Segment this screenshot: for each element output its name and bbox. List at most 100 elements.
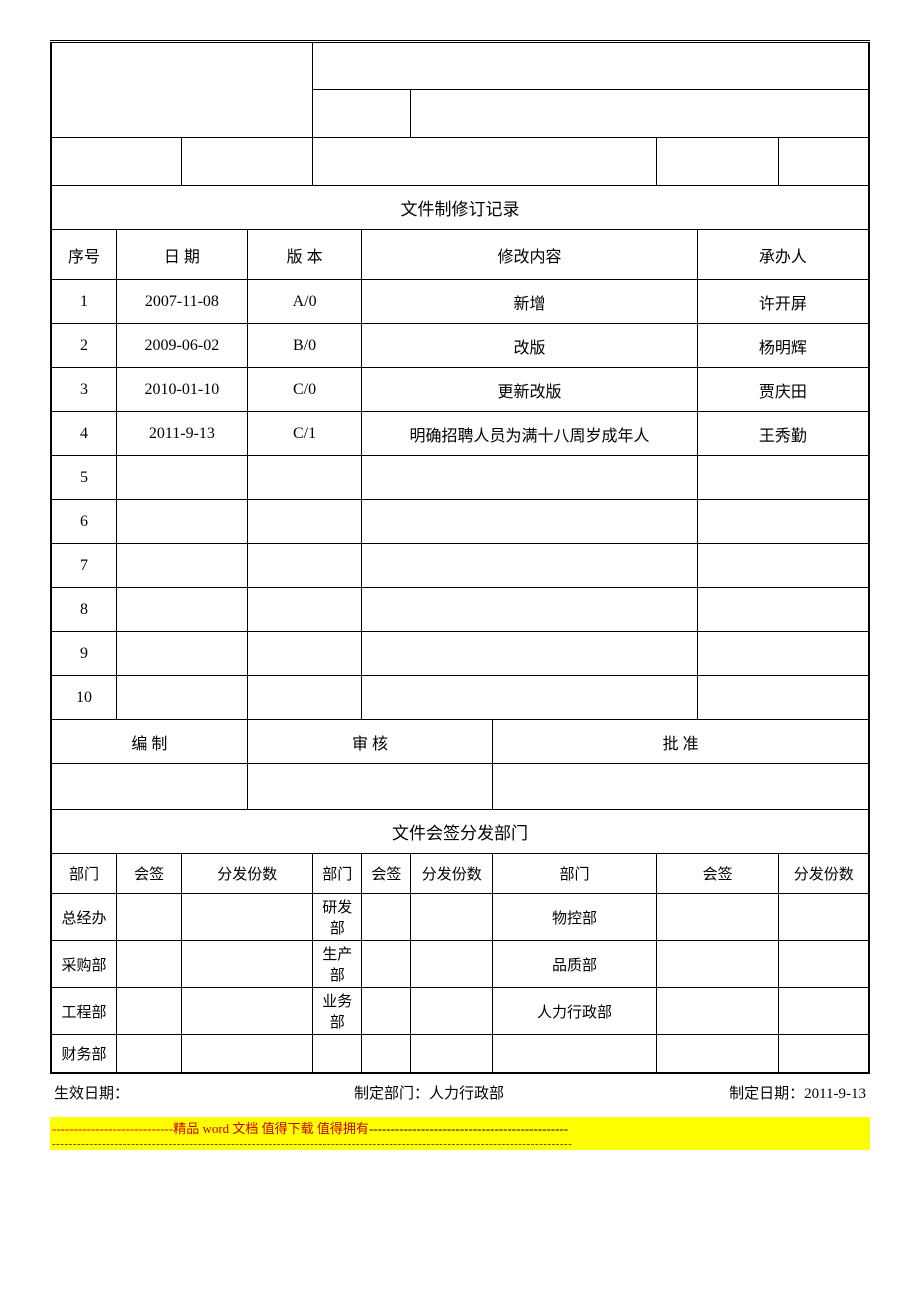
rev-date — [116, 544, 247, 588]
rev-date — [116, 588, 247, 632]
header-cell-b3 — [313, 138, 657, 186]
rev-handler: 王秀勤 — [697, 412, 869, 456]
revision-row: 10 — [51, 676, 869, 720]
rev-handler: 许开屏 — [697, 280, 869, 324]
rev-handler — [697, 544, 869, 588]
dist-dept: 总经办 — [51, 894, 116, 941]
rev-version — [247, 544, 362, 588]
rev-content — [362, 676, 697, 720]
revision-row: 7 — [51, 544, 869, 588]
header-cell-top — [313, 42, 869, 90]
distribution-row: 总经办 研发部 物控部 — [51, 894, 869, 941]
dist-h-sign1: 会签 — [116, 854, 181, 894]
distribution-row: 财务部 — [51, 1035, 869, 1073]
rev-date — [116, 456, 247, 500]
rev-content: 更新改版 — [362, 368, 697, 412]
dist-dept: 研发部 — [313, 894, 362, 941]
dist-sign — [656, 941, 779, 988]
approval-blank-row — [51, 764, 869, 810]
header-cell-sub2 — [411, 90, 869, 138]
dist-dept: 财务部 — [51, 1035, 116, 1073]
revision-row: 4 2011-9-13 C/1 明确招聘人员为满十八周岁成年人 王秀勤 — [51, 412, 869, 456]
dist-dept: 人力行政部 — [493, 988, 657, 1035]
revision-row: 6 — [51, 500, 869, 544]
rev-seq: 5 — [51, 456, 116, 500]
rev-content: 新增 — [362, 280, 697, 324]
highlight-suffix: ----------------------------------------… — [369, 1121, 568, 1136]
rev-seq: 6 — [51, 500, 116, 544]
approval-approve: 批 准 — [493, 720, 869, 764]
highlight-prefix: ---------------------------- — [52, 1121, 173, 1136]
dist-h-dept1: 部门 — [51, 854, 116, 894]
rev-seq: 4 — [51, 412, 116, 456]
rev-handler: 贾庆田 — [697, 368, 869, 412]
dist-sign — [656, 1035, 779, 1073]
header-blank-row-3 — [51, 138, 869, 186]
dist-h-copies1: 分发份数 — [182, 854, 313, 894]
document-table: 文件制修订记录 序号 日 期 版 本 修改内容 承办人 1 2007-11-08… — [50, 40, 870, 1074]
rev-handler — [697, 588, 869, 632]
header-cell-b5 — [779, 138, 869, 186]
rev-date — [116, 676, 247, 720]
revision-row: 9 — [51, 632, 869, 676]
rev-version — [247, 588, 362, 632]
rev-handler — [697, 632, 869, 676]
header-blank-row-1 — [51, 42, 869, 90]
distribution-title-row: 文件会签分发部门 — [51, 810, 869, 854]
revision-section-title: 文件制修订记录 — [51, 186, 869, 230]
rev-version — [247, 676, 362, 720]
header-cell-b2 — [182, 138, 313, 186]
rev-date: 2009-06-02 — [116, 324, 247, 368]
dist-dept: 采购部 — [51, 941, 116, 988]
revision-row: 3 2010-01-10 C/0 更新改版 贾庆田 — [51, 368, 869, 412]
dist-copies — [779, 894, 869, 941]
rev-handler: 杨明辉 — [697, 324, 869, 368]
rev-content: 明确招聘人员为满十八周岁成年人 — [362, 412, 697, 456]
rev-content — [362, 456, 697, 500]
rev-version — [247, 500, 362, 544]
dist-sign — [362, 941, 411, 988]
rev-handler — [697, 500, 869, 544]
approval-approve-value — [493, 764, 869, 810]
footer-row: 生效日期： 制定部门：人力行政部 制定日期：2011-9-13 — [50, 1082, 870, 1103]
rev-date: 2011-9-13 — [116, 412, 247, 456]
dist-copies — [411, 941, 493, 988]
dist-sign — [116, 988, 181, 1035]
distribution-row: 采购部 生产部 品质部 — [51, 941, 869, 988]
rev-content — [362, 544, 697, 588]
distribution-header-row: 部门 会签 分发份数 部门 会签 分发份数 部门 会签 分发份数 — [51, 854, 869, 894]
header-cell-sub1 — [313, 90, 411, 138]
dist-h-dept2: 部门 — [313, 854, 362, 894]
effective-date-label: 生效日期： — [54, 1082, 129, 1103]
rev-date: 2007-11-08 — [116, 280, 247, 324]
dist-h-copies2: 分发份数 — [411, 854, 493, 894]
dist-copies — [182, 894, 313, 941]
rev-date — [116, 500, 247, 544]
rev-seq: 7 — [51, 544, 116, 588]
dist-sign — [362, 988, 411, 1035]
dist-sign — [116, 1035, 181, 1073]
rev-content — [362, 500, 697, 544]
approval-header-row: 编 制 审 核 批 准 — [51, 720, 869, 764]
dist-dept — [493, 1035, 657, 1073]
rev-version: C/1 — [247, 412, 362, 456]
dist-h-sign3: 会签 — [656, 854, 779, 894]
dist-copies — [411, 1035, 493, 1073]
rev-handler — [697, 456, 869, 500]
date-label: 制定日期：2011-9-13 — [729, 1082, 866, 1103]
revision-row: 2 2009-06-02 B/0 改版 杨明辉 — [51, 324, 869, 368]
dist-sign — [116, 894, 181, 941]
rev-seq: 3 — [51, 368, 116, 412]
dept-label: 制定部门：人力行政部 — [354, 1082, 504, 1103]
approval-review: 审 核 — [247, 720, 492, 764]
highlight-line-2: ----------------------------------------… — [50, 1138, 870, 1150]
approval-review-value — [247, 764, 492, 810]
rev-handler — [697, 676, 869, 720]
dist-copies — [779, 1035, 869, 1073]
revision-row: 5 — [51, 456, 869, 500]
rev-header-version: 版 本 — [247, 230, 362, 280]
rev-version — [247, 456, 362, 500]
rev-seq: 9 — [51, 632, 116, 676]
highlight-main: 精品 word 文档 值得下载 值得拥有 — [173, 1121, 369, 1136]
highlight-line-1: ----------------------------精品 word 文档 值… — [50, 1117, 870, 1138]
